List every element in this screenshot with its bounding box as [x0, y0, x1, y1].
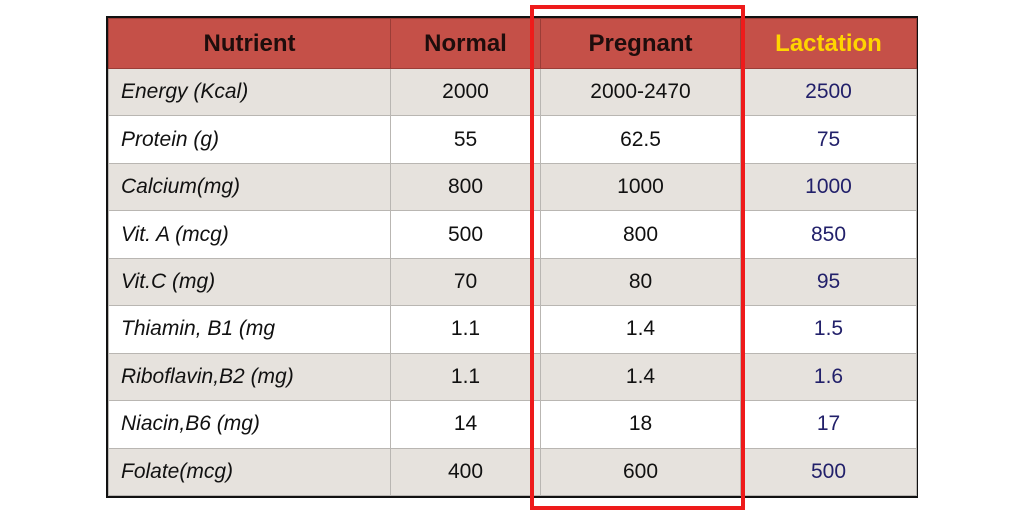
nutrient-cell: Protein (g): [108, 115, 391, 164]
normal-value-cell: 55: [390, 115, 541, 164]
table-body: Energy (Kcal) 2000 2000-2470 2500 Protein (g…: [108, 67, 917, 496]
table-header-row: Nutrient Normal Pregnant Lactation: [108, 18, 917, 69]
normal-value-cell: 1.1: [390, 305, 541, 354]
pregnant-value-cell: 18: [540, 400, 741, 449]
pregnant-value-cell: 80: [540, 257, 741, 307]
lactation-value-cell: 1.5: [740, 305, 917, 354]
normal-value-cell: 500: [390, 210, 541, 259]
nutrient-cell: Vit. A (mcg): [108, 210, 391, 259]
nutrient-table: Nutrient Normal Pregnant Lactation Energ…: [108, 18, 917, 496]
header-lactation: Lactation: [740, 18, 917, 69]
table-row: Folate(mcg) 400 600 500: [108, 447, 917, 496]
table-row: Riboflavin,B2 (mg) 1.1 1.4 1.6: [108, 352, 917, 402]
lactation-value-cell: 850: [740, 210, 917, 259]
lactation-value-cell: 95: [740, 257, 917, 307]
pregnant-value-cell: 1000: [540, 162, 741, 212]
table-row: Protein (g) 55 62.5 75: [108, 115, 917, 164]
header-pregnant: Pregnant: [540, 18, 741, 69]
header-nutrient: Nutrient: [108, 18, 391, 69]
pregnant-value-cell: 800: [540, 210, 741, 259]
nutrient-cell: Energy (Kcal): [108, 67, 391, 117]
table-row: Niacin,B6 (mg) 14 18 17: [108, 400, 917, 449]
normal-value-cell: 2000: [390, 67, 541, 117]
normal-value-cell: 800: [390, 162, 541, 212]
lactation-value-cell: 75: [740, 115, 917, 164]
pregnant-value-cell: 600: [540, 447, 741, 496]
pregnant-value-cell: 1.4: [540, 352, 741, 402]
nutrient-cell: Thiamin, B1 (mg: [108, 305, 391, 354]
lactation-value-cell: 2500: [740, 67, 917, 117]
table-row: Energy (Kcal) 2000 2000-2470 2500: [108, 67, 917, 117]
header-normal: Normal: [390, 18, 541, 69]
lactation-value-cell: 500: [740, 447, 917, 496]
lactation-value-cell: 17: [740, 400, 917, 449]
pregnant-value-cell: 62.5: [540, 115, 741, 164]
normal-value-cell: 70: [390, 257, 541, 307]
nutrient-cell: Folate(mcg): [108, 447, 391, 496]
pregnant-value-cell: 2000-2470: [540, 67, 741, 117]
nutrient-cell: Calcium(mg): [108, 162, 391, 212]
normal-value-cell: 14: [390, 400, 541, 449]
pregnant-value-cell: 1.4: [540, 305, 741, 354]
nutrient-cell: Vit.C (mg): [108, 257, 391, 307]
nutrient-cell: Riboflavin,B2 (mg): [108, 352, 391, 402]
lactation-value-cell: 1.6: [740, 352, 917, 402]
lactation-value-cell: 1000: [740, 162, 917, 212]
normal-value-cell: 400: [390, 447, 541, 496]
table-row: Vit.C (mg) 70 80 95: [108, 257, 917, 307]
nutrient-cell: Niacin,B6 (mg): [108, 400, 391, 449]
table-row: Vit. A (mcg) 500 800 850: [108, 210, 917, 259]
table-row: Calcium(mg) 800 1000 1000: [108, 162, 917, 212]
table-row: Thiamin, B1 (mg 1.1 1.4 1.5: [108, 305, 917, 354]
nutrient-requirements-table: Nutrient Normal Pregnant Lactation Energ…: [106, 16, 918, 498]
normal-value-cell: 1.1: [390, 352, 541, 402]
